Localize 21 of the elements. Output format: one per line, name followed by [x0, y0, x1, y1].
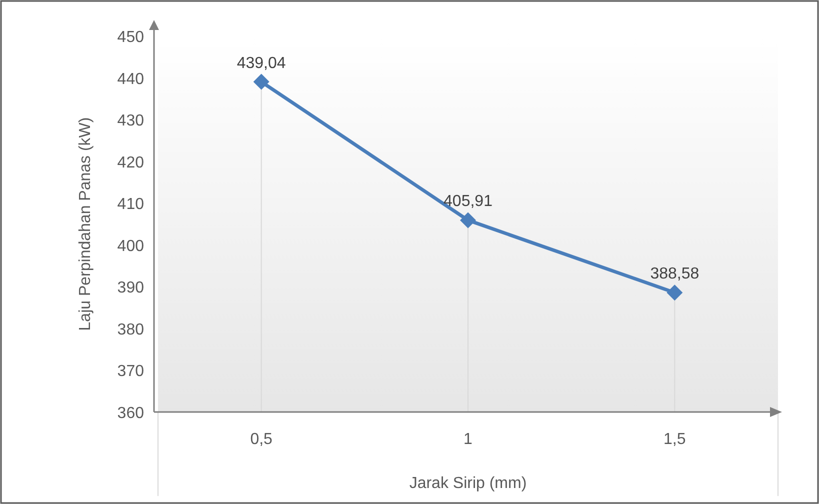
point	[253, 74, 270, 90]
data-label: 405,91	[444, 193, 493, 210]
point	[666, 284, 683, 301]
y-tick-label: 360	[117, 405, 144, 422]
x-tick-label: 1	[464, 431, 473, 448]
y-tick-label: 380	[117, 321, 144, 338]
y-tick-label: 440	[117, 70, 144, 88]
y-tick-label: 400	[117, 238, 144, 255]
data-label: 388,58	[650, 266, 700, 283]
x-axis-title: Jarak Sirip (mm)	[409, 475, 527, 492]
y-axis-title: Laju Perpindahan Panas (kW)	[77, 117, 94, 331]
y-tick-label: 450	[117, 29, 144, 46]
y-tick-label: 410	[117, 196, 144, 214]
x-tick-label: 0,5	[250, 431, 273, 448]
y-tick-label: 430	[117, 112, 144, 130]
data-label: 439,04	[236, 54, 286, 72]
y-tick-label: 390	[117, 280, 144, 297]
x-tick-label: 1,5	[664, 431, 686, 448]
point	[460, 212, 476, 228]
y-tick-label: 370	[117, 363, 144, 380]
y-tick-label: 420	[117, 154, 144, 172]
